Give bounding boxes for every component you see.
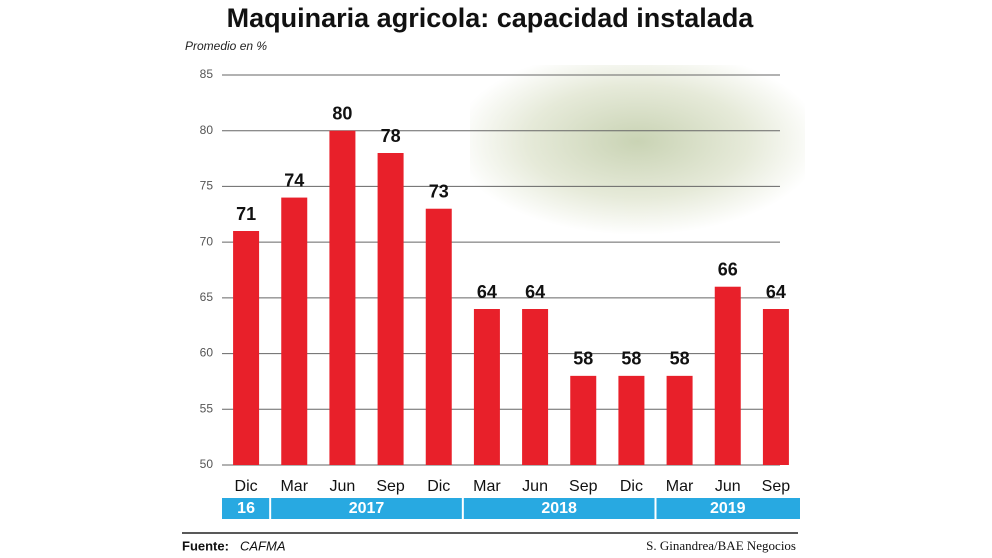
data-label: 58 (573, 349, 593, 369)
y-tick-label: 55 (200, 401, 214, 415)
y-tick-label: 65 (200, 290, 214, 304)
x-tick-label: Dic (620, 478, 643, 495)
bar (618, 375, 645, 465)
data-label: 64 (525, 282, 545, 302)
year-label: 2019 (710, 500, 746, 517)
credit: S. Ginandrea/BAE Negocios (646, 538, 796, 553)
source: CAFMA (240, 538, 286, 553)
x-tick-label: Mar (473, 478, 501, 495)
x-tick-label: Mar (280, 478, 308, 495)
background-photo (470, 65, 805, 235)
data-label: 64 (477, 282, 497, 302)
data-label: 78 (381, 126, 401, 146)
data-label: 58 (670, 349, 690, 369)
data-label: 73 (429, 181, 449, 201)
x-tick-label: Dic (427, 478, 450, 495)
x-tick-label: Sep (376, 478, 405, 495)
x-tick-label: Jun (330, 478, 356, 495)
y-tick-label: 50 (200, 457, 214, 471)
data-label: 74 (284, 170, 304, 190)
y-tick-label: 80 (200, 123, 214, 137)
bar (281, 197, 308, 466)
data-label: 80 (332, 103, 352, 123)
x-tick-label: Dic (235, 478, 258, 495)
year-label: 2018 (541, 500, 577, 517)
x-tick-label: Jun (522, 478, 548, 495)
bar (329, 130, 356, 465)
x-tick-label: Sep (762, 478, 791, 495)
bar (570, 375, 597, 465)
data-label: 71 (236, 204, 256, 224)
bar (425, 208, 452, 465)
data-label: 64 (766, 282, 786, 302)
x-tick-label: Mar (666, 478, 694, 495)
chart-subtitle: Promedio en % (185, 39, 267, 53)
bar (233, 231, 260, 465)
year-label: 2017 (349, 500, 385, 517)
data-label: 66 (718, 259, 738, 279)
y-tick-label: 85 (200, 67, 214, 81)
y-tick-label: 70 (200, 234, 214, 248)
bar (714, 286, 741, 465)
y-tick-label: 60 (200, 346, 214, 360)
year-label: 16 (237, 500, 255, 517)
x-tick-label: Sep (569, 478, 598, 495)
source-label: Fuente: (182, 538, 229, 553)
chart-title: Maquinaria agricola: capacidad instalada (227, 3, 755, 33)
bar (377, 153, 404, 465)
bar (473, 309, 500, 465)
bar (762, 309, 789, 465)
bar (522, 309, 549, 465)
x-tick-label: Jun (715, 478, 741, 495)
data-label: 58 (621, 349, 641, 369)
bar (666, 375, 693, 465)
y-tick-label: 75 (200, 179, 214, 193)
